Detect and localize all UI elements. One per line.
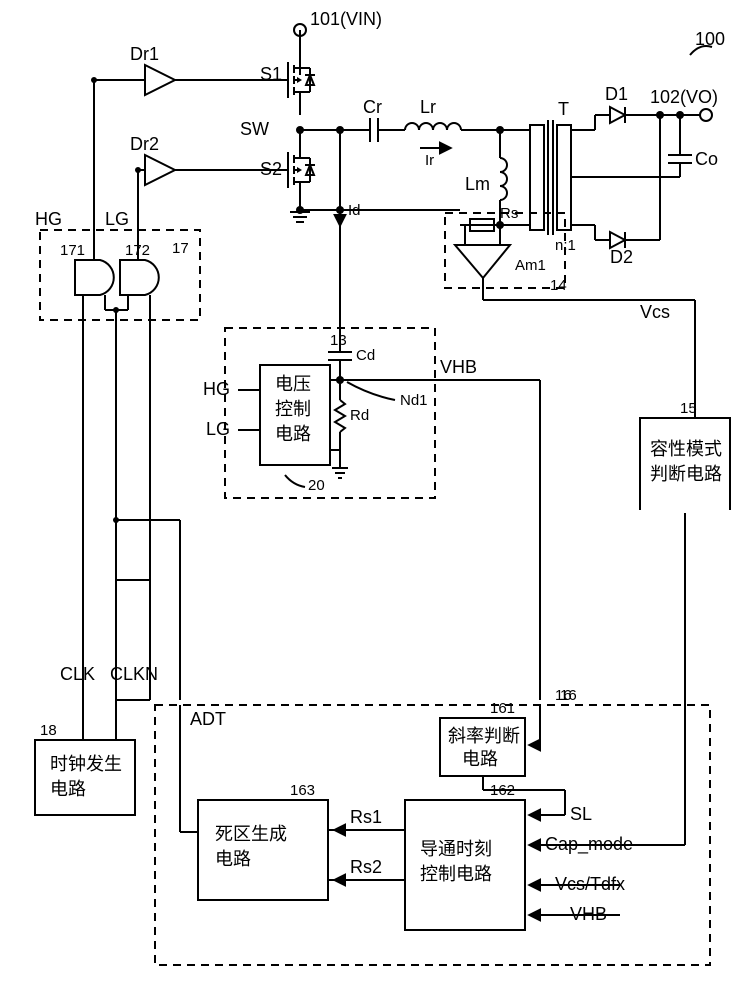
label-rs2: Rs2 [350,857,382,877]
label-capmode: Cap_mode [545,834,633,855]
dead1: 死区生成 [215,824,287,844]
slope2b: 电路 [462,749,498,769]
label-161b: 161 [490,700,515,717]
label-sl2: SL [570,804,592,824]
label-rs1: Rs1 [350,807,382,827]
label-vhb2: VHB [570,904,607,924]
cond1: 导通时刻 [420,839,492,859]
label-adt2: ADT [190,709,226,729]
label-16b: 16 [555,687,572,704]
label-vcstd: Vcs/Tdfx [555,874,625,894]
dead2: 电路 [215,849,251,869]
cond2: 控制电路 [420,864,492,884]
label-163: 163 [290,782,315,799]
slope1b: 斜率判断 [448,726,520,746]
